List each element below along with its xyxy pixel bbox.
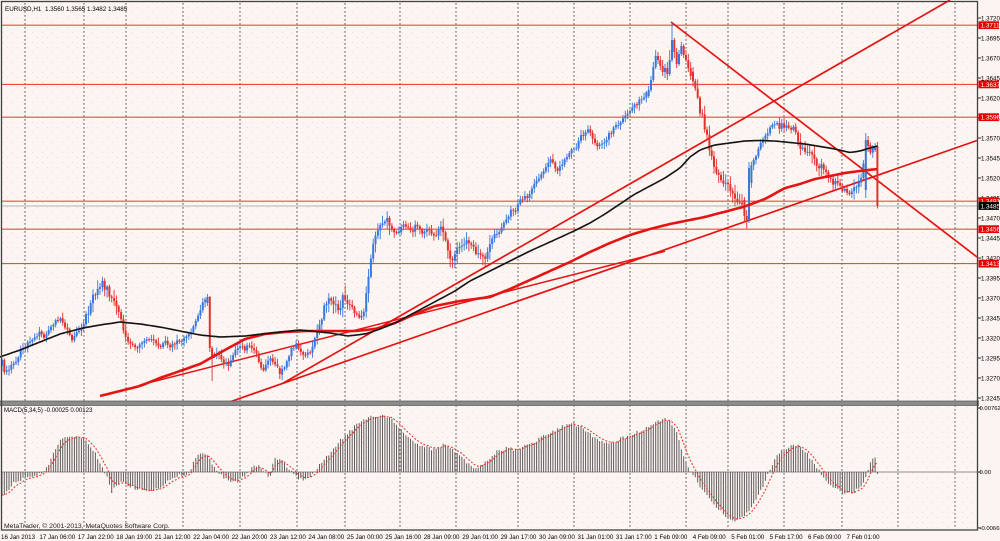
svg-text:29 Jan 01:00: 29 Jan 01:00 [462,534,498,541]
svg-text:4 Feb 09:00: 4 Feb 09:00 [693,534,727,541]
svg-text:22 Jan 04:00: 22 Jan 04:00 [193,534,229,541]
svg-text:1.3695: 1.3695 [981,35,1000,42]
svg-text:5 Feb 01:00: 5 Feb 01:00 [731,534,765,541]
svg-text:1.3413: 1.3413 [981,261,1000,268]
svg-text:1.3545: 1.3545 [981,155,1000,162]
svg-text:17 Jan 22:00: 17 Jan 22:00 [78,534,114,541]
svg-text:0.00: 0.00 [980,470,992,476]
svg-text:21 Jan 12:00: 21 Jan 12:00 [155,534,191,541]
svg-text:1.3370: 1.3370 [981,295,1000,302]
svg-text:1.3570: 1.3570 [981,135,1000,142]
svg-text:23 Jan 12:00: 23 Jan 12:00 [270,534,306,541]
svg-text:1 Feb 09:00: 1 Feb 09:00 [654,534,688,541]
svg-text:1.3445: 1.3445 [981,235,1000,242]
svg-text:1.3620: 1.3620 [981,95,1000,102]
svg-text:7 Feb 01:00: 7 Feb 01:00 [847,534,881,541]
svg-text:1.3645: 1.3645 [981,75,1000,82]
svg-text:1.3420: 1.3420 [981,255,1000,262]
svg-text:1.3670: 1.3670 [981,55,1000,62]
svg-text:1.3560 1.3565 1.3482 1.3485: 1.3560 1.3565 1.3482 1.3485 [45,6,128,13]
svg-text:29 Jan 17:00: 29 Jan 17:00 [501,534,537,541]
svg-text:1.3245: 1.3245 [981,395,1000,402]
svg-text:18 Jan 19:00: 18 Jan 19:00 [116,534,152,541]
svg-text:1.3470: 1.3470 [981,215,1000,222]
svg-text:MetaTrader, © 2001-2013, MetaQ: MetaTrader, © 2001-2013, MetaQuotes Soft… [4,522,170,530]
svg-text:6 Feb 09:00: 6 Feb 09:00 [808,534,842,541]
svg-text:1.3596: 1.3596 [981,115,1000,122]
svg-text:1.3485: 1.3485 [981,203,1000,210]
svg-text:1.3637: 1.3637 [981,82,1000,89]
svg-text:24 Jan 08:00: 24 Jan 08:00 [308,534,344,541]
svg-text:1.3720: 1.3720 [981,15,1000,22]
svg-text:EURUSD,H1: EURUSD,H1 [5,6,42,13]
svg-text:1.3345: 1.3345 [981,315,1000,322]
svg-text:1.3395: 1.3395 [981,275,1000,282]
svg-text:28 Jan 09:00: 28 Jan 09:00 [424,534,460,541]
svg-text:1.3295: 1.3295 [981,355,1000,362]
svg-text:5 Feb 17:00: 5 Feb 17:00 [770,534,804,541]
svg-text:1.3711: 1.3711 [981,23,1000,30]
svg-text:MACD(5,34,5) -0.00025 0.00123: MACD(5,34,5) -0.00025 0.00123 [4,407,93,414]
svg-text:0.00762: 0.00762 [980,406,1000,412]
svg-text:1.3270: 1.3270 [981,375,1000,382]
svg-text:30 Jan 09:00: 30 Jan 09:00 [539,534,575,541]
svg-text:1.3520: 1.3520 [981,175,1000,182]
svg-text:31 Jan 17:00: 31 Jan 17:00 [616,534,652,541]
svg-text:25 Jan 00:00: 25 Jan 00:00 [347,534,383,541]
svg-text:25 Jan 16:00: 25 Jan 16:00 [385,534,421,541]
svg-text:-0.00665: -0.00665 [980,526,1000,532]
svg-text:31 Jan 01:00: 31 Jan 01:00 [578,534,614,541]
svg-text:17 Jan 06:00: 17 Jan 06:00 [39,534,75,541]
svg-text:16 Jan 2013: 16 Jan 2013 [1,534,36,541]
svg-text:1.3320: 1.3320 [981,335,1000,342]
svg-text:22 Jan 20:00: 22 Jan 20:00 [232,534,268,541]
svg-text:1.3456: 1.3456 [981,227,1000,234]
